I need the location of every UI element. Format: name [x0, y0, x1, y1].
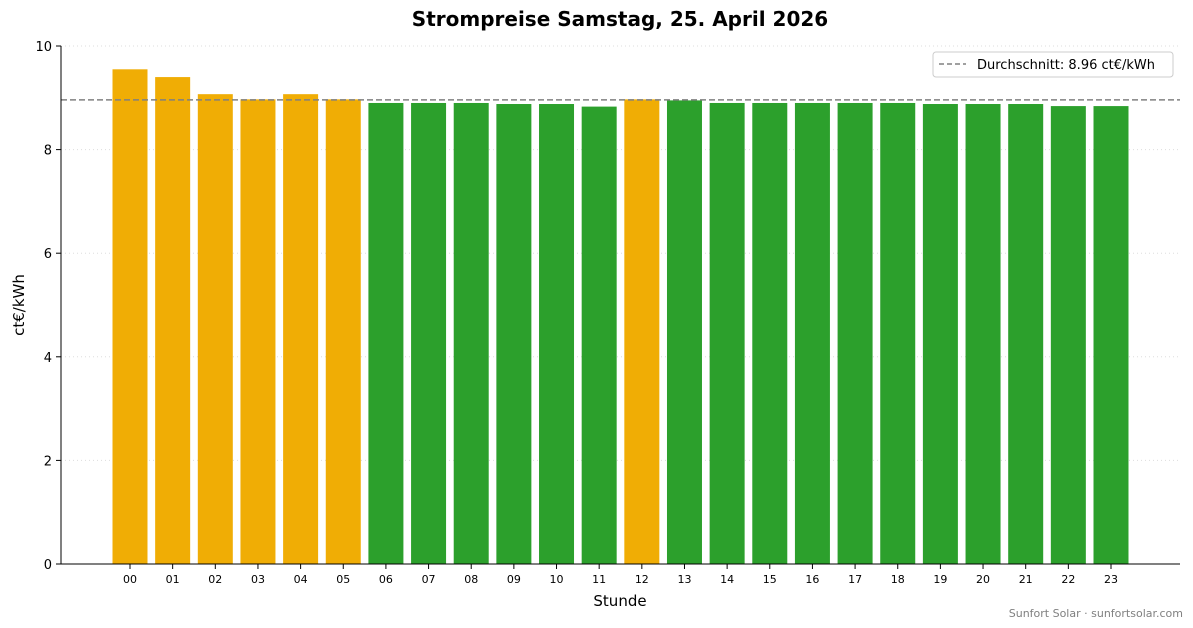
- bar-hour-07: [411, 102, 447, 564]
- bar-hour-05: [325, 99, 361, 564]
- bar-hour-23: [1093, 106, 1129, 564]
- bar-hour-08: [453, 102, 489, 564]
- x-tick-label: 13: [677, 573, 691, 586]
- bar-hour-16: [794, 102, 830, 564]
- bar-hour-09: [496, 104, 532, 565]
- bar-hour-15: [752, 102, 788, 564]
- bar-hour-18: [880, 102, 916, 564]
- x-tick-label: 01: [166, 573, 180, 586]
- x-tick-label: 04: [294, 573, 308, 586]
- bar-hour-20: [965, 104, 1001, 565]
- y-axis-label: ct€/kWh: [10, 274, 28, 336]
- chart-title: Strompreise Samstag, 25. April 2026: [412, 7, 828, 31]
- bars: [112, 69, 1129, 565]
- x-tick-label: 08: [464, 573, 478, 586]
- legend: Durchschnitt: 8.96 ct€/kWh: [932, 51, 1174, 78]
- bar-hour-21: [1008, 104, 1044, 565]
- x-tick-label: 07: [422, 573, 436, 586]
- x-axis-ticks: 00 01 02 03 04 05 06 07 08 09 10 11 12 13 14 15 16 17 18 19…: [123, 564, 1118, 586]
- x-tick-label: 19: [933, 573, 947, 586]
- bar-hour-03: [240, 99, 276, 564]
- legend-box: [932, 51, 1174, 78]
- x-tick-label: 23: [1104, 573, 1118, 586]
- x-tick-label: 18: [891, 573, 905, 586]
- y-tick-label: 8: [44, 144, 52, 159]
- bar-hour-02: [197, 94, 233, 564]
- bar-hour-11: [581, 106, 617, 564]
- x-tick-label: 11: [592, 573, 606, 586]
- bar-hour-14: [709, 102, 745, 564]
- x-tick-label: 12: [635, 573, 649, 586]
- bar-hour-00: [112, 69, 148, 564]
- x-tick-label: 16: [805, 573, 819, 586]
- x-tick-label: 17: [848, 573, 862, 586]
- y-axis-ticks: 0 2 4 6 8 10: [35, 40, 61, 573]
- y-tick-label: 6: [44, 247, 52, 262]
- bar-hour-19: [922, 104, 958, 565]
- bar-hour-01: [155, 77, 191, 564]
- x-tick-label: 22: [1061, 573, 1075, 586]
- bar-hour-10: [539, 104, 575, 565]
- bar-hour-13: [666, 100, 702, 564]
- x-tick-label: 14: [720, 573, 734, 586]
- x-tick-label: 15: [763, 573, 777, 586]
- footer-credit: Sunfort Solar · sunfortsolar.com: [1009, 607, 1183, 620]
- bar-hour-12: [624, 99, 660, 564]
- bar-hour-06: [368, 102, 404, 564]
- bar-hour-22: [1050, 106, 1086, 564]
- x-tick-label: 06: [379, 573, 393, 586]
- x-tick-label: 21: [1019, 573, 1033, 586]
- x-tick-label: 00: [123, 573, 137, 586]
- x-tick-label: 02: [208, 573, 222, 586]
- x-tick-label: 03: [251, 573, 265, 586]
- y-tick-label: 0: [44, 558, 52, 573]
- x-tick-label: 10: [550, 573, 564, 586]
- legend-label: Durchschnitt: 8.96 ct€/kWh: [977, 58, 1155, 73]
- bar-hour-17: [837, 102, 873, 564]
- x-tick-label: 05: [336, 573, 350, 586]
- x-tick-label: 09: [507, 573, 521, 586]
- y-tick-label: 4: [44, 351, 52, 366]
- x-axis-label: Stunde: [593, 592, 646, 610]
- y-tick-label: 10: [35, 40, 52, 55]
- y-tick-label: 2: [44, 454, 52, 469]
- x-tick-label: 20: [976, 573, 990, 586]
- bar-hour-04: [283, 94, 319, 564]
